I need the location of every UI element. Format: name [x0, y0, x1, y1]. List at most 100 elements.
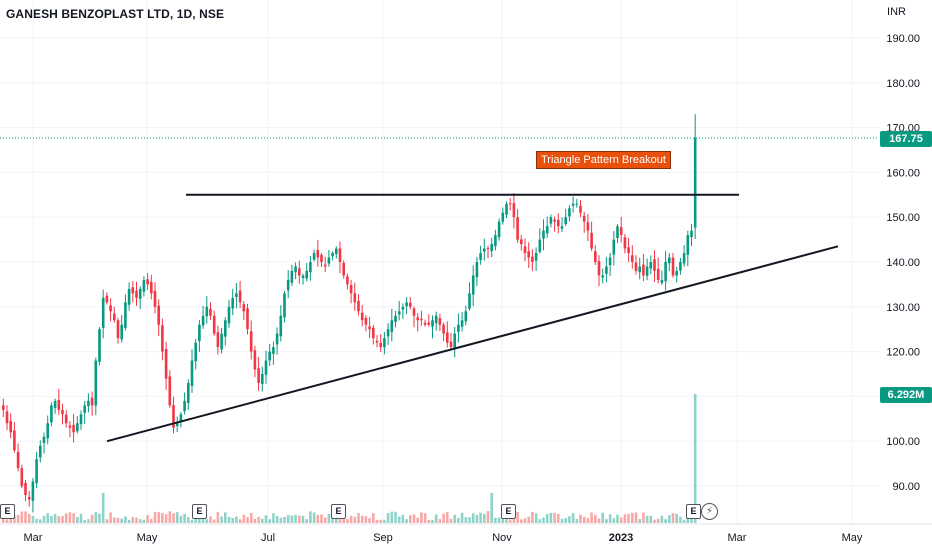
candle-body	[690, 230, 693, 238]
candle-body	[386, 329, 390, 337]
volume-bar	[497, 517, 501, 523]
symbol-title[interactable]: GANESH BENZOPLAST LTD, 1D, NSE	[6, 7, 225, 21]
candle-body	[135, 290, 138, 298]
volume-bar	[368, 518, 371, 523]
candle-body	[586, 222, 590, 231]
volume-bar	[668, 515, 671, 523]
volume-bar	[16, 514, 20, 523]
support-trendline[interactable]	[106, 245, 839, 443]
volume-bar	[98, 513, 101, 523]
earnings-event-icon[interactable]: E	[501, 504, 516, 519]
volume-bar	[386, 513, 390, 523]
candle-body	[497, 221, 501, 238]
candle-body	[645, 266, 649, 276]
volume-bar	[590, 512, 593, 523]
candle-body	[675, 270, 678, 276]
candle-body	[590, 232, 593, 249]
candle-body	[142, 279, 146, 292]
volume-bar	[46, 513, 49, 523]
volume-bar	[479, 512, 482, 523]
candle-body	[601, 275, 604, 278]
candle-body	[249, 331, 253, 352]
volume-bar	[309, 511, 312, 523]
volume-bar	[427, 519, 431, 523]
candle-body	[394, 315, 397, 322]
candle-body	[264, 360, 268, 375]
volume-bar	[449, 518, 453, 523]
volume-bar	[116, 517, 120, 523]
volume-bar	[272, 513, 275, 523]
candle-body	[390, 320, 394, 332]
volume-bar	[335, 515, 338, 523]
candle-body	[113, 313, 116, 321]
candle-body	[490, 244, 493, 251]
volume-bar	[320, 514, 323, 523]
volume-bar	[290, 515, 294, 523]
price-tick-label: 190.00	[886, 33, 920, 45]
breakout-annotation[interactable]: Triangle Pattern Breakout	[536, 151, 671, 169]
trendline-overlays[interactable]	[106, 193, 839, 443]
price-tick-label: 160.00	[886, 167, 920, 179]
candle-body	[446, 332, 449, 343]
candle-body	[238, 290, 242, 303]
candle-body	[131, 287, 135, 294]
volume-bar	[50, 515, 53, 523]
candle-body	[331, 253, 334, 257]
lightning-icon[interactable]: ⚡	[701, 503, 718, 520]
volume-bar	[516, 511, 519, 523]
volume-bar	[390, 511, 394, 523]
candle-body	[101, 297, 105, 328]
volume-bar	[523, 518, 527, 523]
time-axis[interactable]: Mar May Jul Sep Nov 2023 Mar May	[24, 532, 863, 544]
price-tick-label: 150.00	[886, 212, 920, 224]
earnings-event-icon[interactable]: E	[192, 504, 207, 519]
volume-bar	[72, 513, 75, 523]
candle-body	[305, 270, 308, 279]
candle-body	[201, 315, 205, 326]
candle-body	[212, 315, 216, 334]
time-tick-label: Jul	[261, 532, 275, 544]
candle-body	[146, 279, 149, 285]
candle-body	[235, 293, 238, 298]
candle-body	[116, 320, 120, 339]
earnings-event-icon[interactable]: E	[686, 504, 701, 519]
time-tick-label: Nov	[492, 532, 512, 544]
volume-bar	[275, 516, 279, 523]
volume-bar	[372, 513, 375, 523]
earnings-event-icon[interactable]: E	[331, 504, 346, 519]
candle-body	[105, 295, 109, 303]
currency-label: INR	[887, 6, 906, 18]
volume-bar	[253, 518, 257, 523]
candle-body	[512, 203, 516, 218]
candle-body	[542, 230, 545, 239]
candle-body	[468, 293, 471, 309]
volume-bar	[61, 515, 64, 523]
volume-bar	[483, 513, 486, 523]
volume-bar	[690, 517, 693, 523]
volume-bar	[416, 517, 419, 523]
volume-bar	[331, 518, 334, 523]
earnings-event-icon[interactable]: E	[0, 504, 15, 519]
volume-bar	[490, 493, 493, 523]
volume-bar	[434, 514, 438, 523]
grid-lines	[0, 0, 880, 524]
volume-bar	[127, 519, 131, 523]
candle-body	[298, 268, 301, 276]
candle-body	[516, 217, 519, 240]
volume-bar	[342, 518, 345, 523]
candle-body	[164, 348, 168, 379]
volume-bar	[412, 514, 416, 523]
candle-body	[612, 239, 616, 255]
price-tick-label: 140.00	[886, 257, 920, 269]
volume-bar	[94, 511, 98, 523]
volume-bar	[346, 519, 349, 523]
candle-body	[283, 293, 286, 318]
candle-body	[527, 251, 530, 258]
volume-bar	[405, 519, 408, 523]
volume-bar	[231, 517, 234, 523]
candle-body	[379, 342, 382, 348]
volume-bar	[146, 515, 149, 523]
candle-body	[501, 212, 505, 222]
price-axis[interactable]: 190.00180.00170.00160.00150.00140.00130.…	[886, 33, 920, 493]
